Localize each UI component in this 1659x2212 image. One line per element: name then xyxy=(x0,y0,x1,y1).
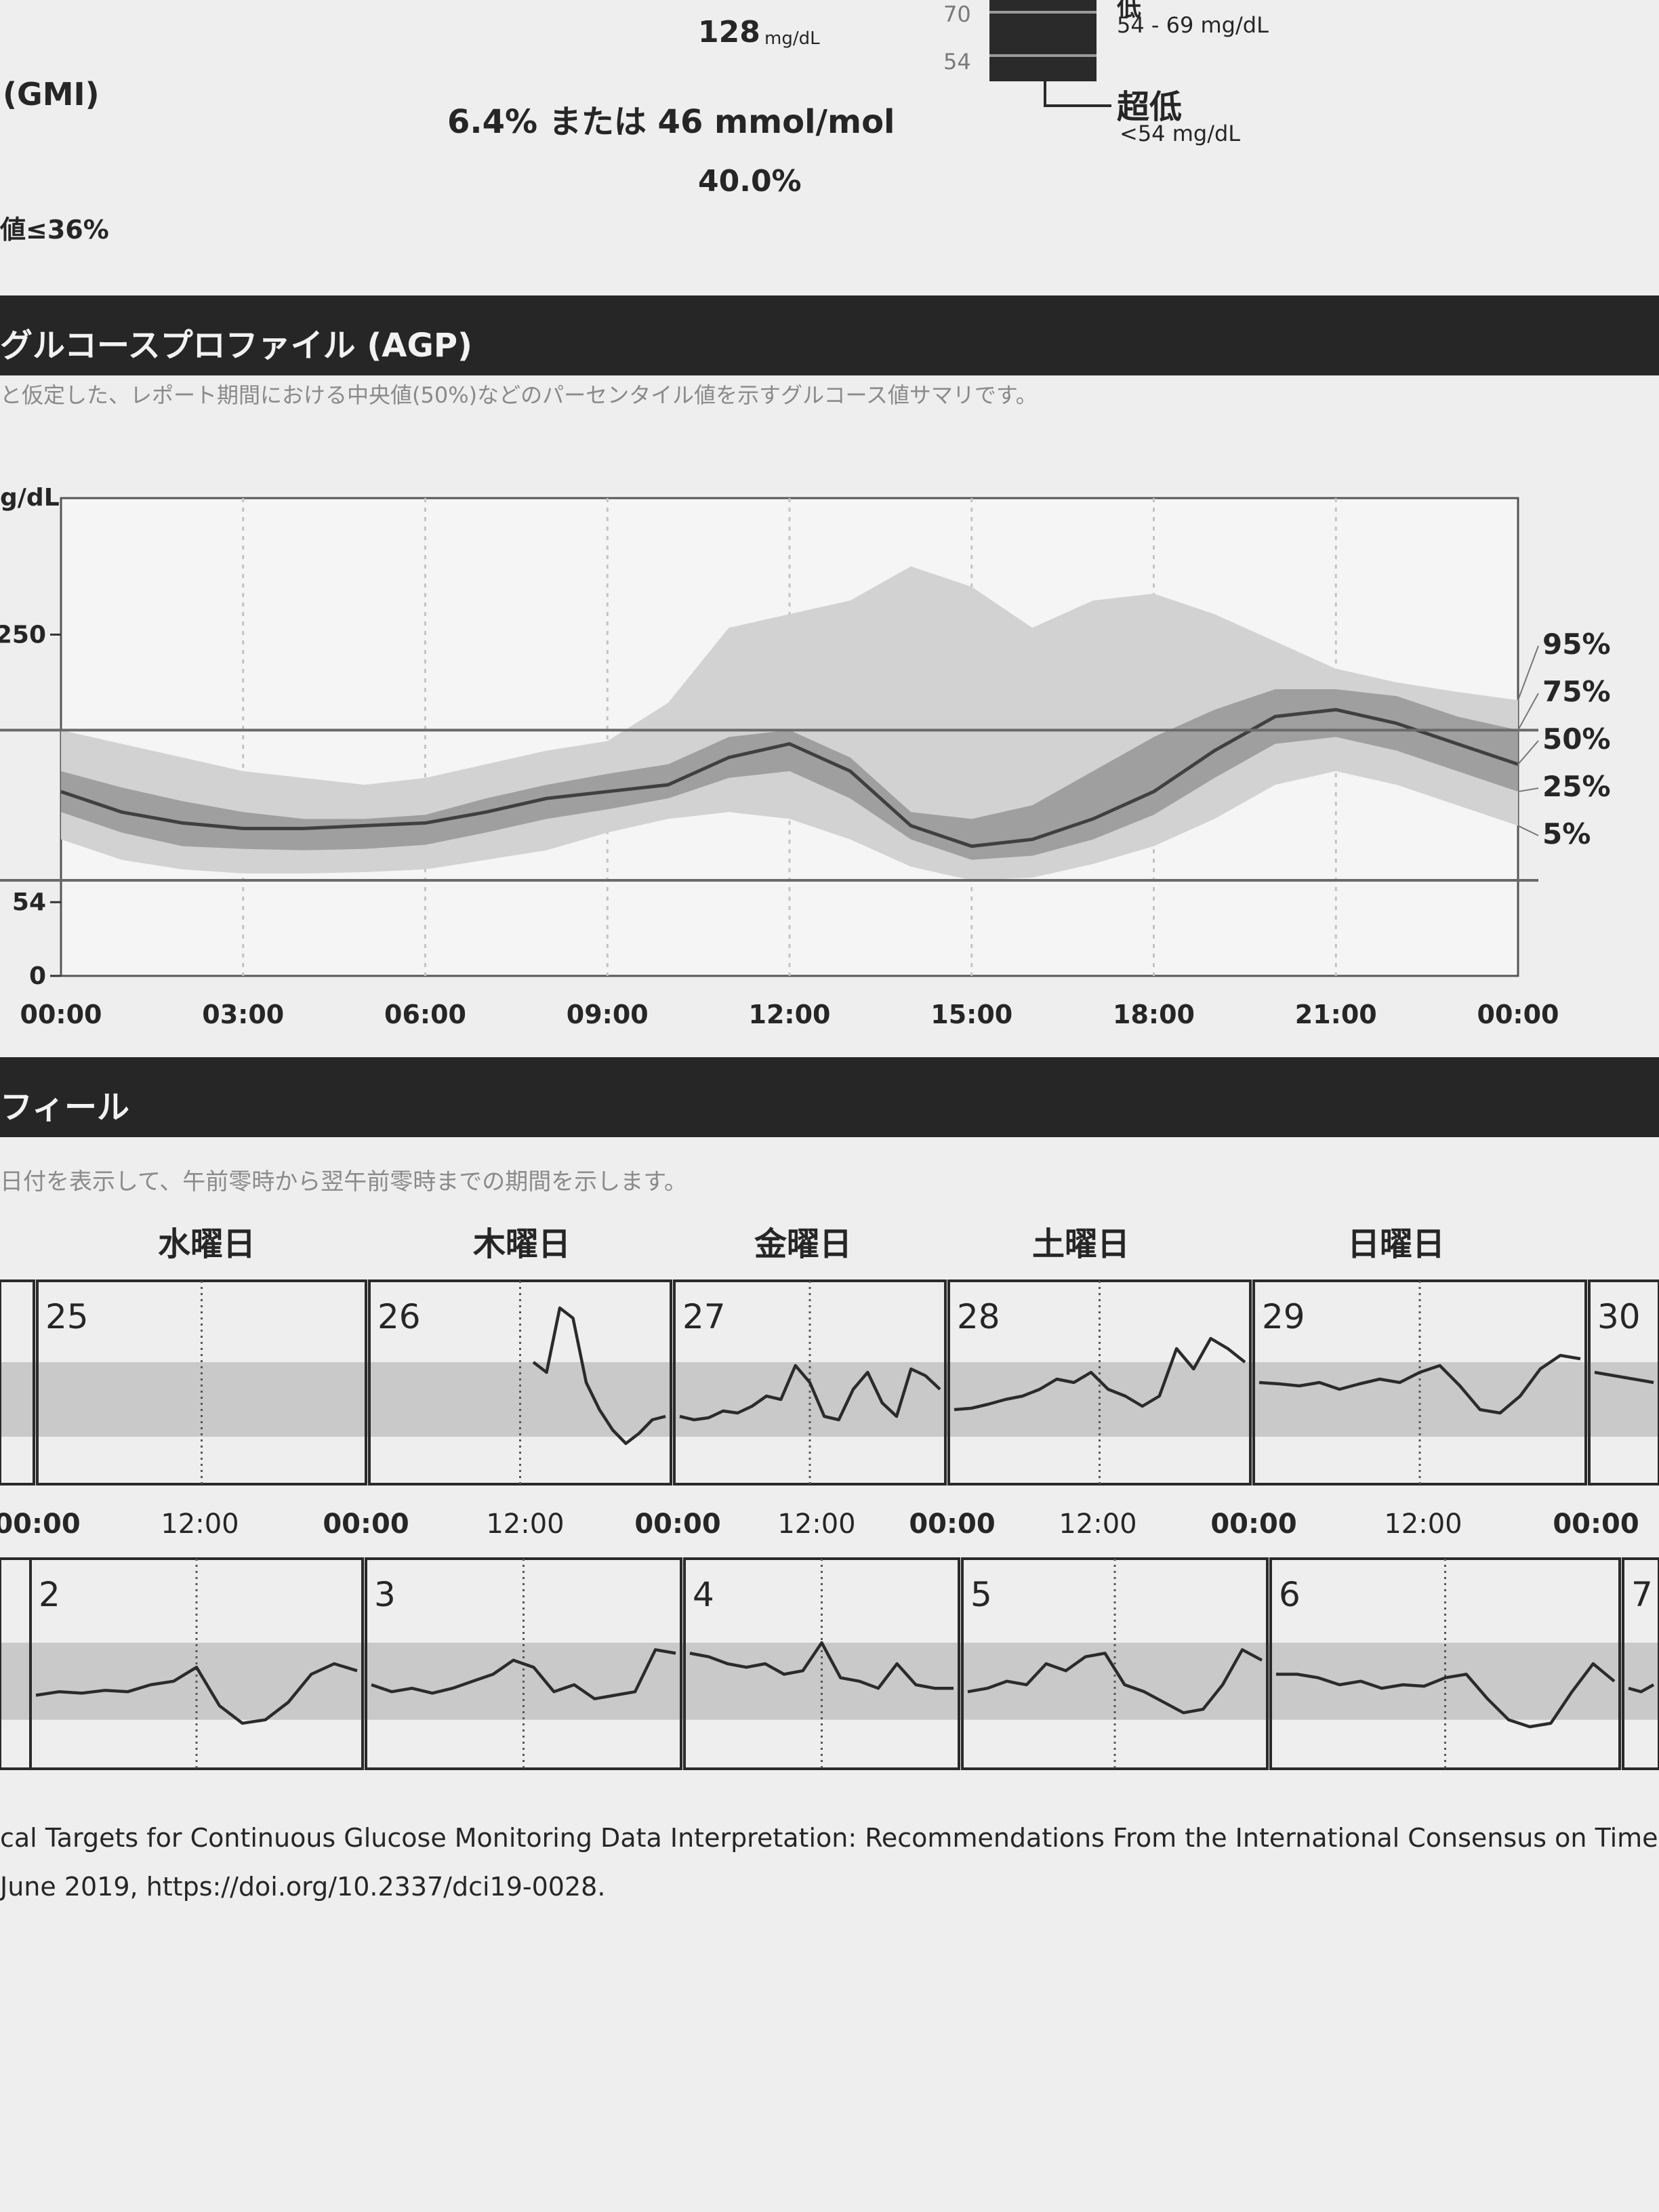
daily-weekday-label: 木曜日 xyxy=(473,1225,571,1263)
daily-glucose-line xyxy=(954,1336,1246,1412)
agp-percentile-label: 5% xyxy=(1542,817,1591,851)
daily-date-label: 3 xyxy=(374,1575,396,1614)
daily-date-label: 5 xyxy=(970,1575,992,1614)
tir-divider xyxy=(989,11,1097,14)
tir-low-bar xyxy=(989,0,1097,81)
daily-glucose-line xyxy=(967,1648,1263,1715)
daily-x-tick-label: 12:00 xyxy=(777,1509,855,1540)
agp-y-tick-label: 54 xyxy=(12,888,46,916)
tir-very-low-range: <54 mg/dL xyxy=(1120,121,1241,146)
cv-target: 値≤36% xyxy=(0,215,109,245)
tir-divider xyxy=(989,54,1097,57)
agp-percentile-leader xyxy=(1517,740,1539,765)
agp-x-tick-label: 06:00 xyxy=(384,1000,466,1029)
daily-x-tick-label: 12:00 xyxy=(161,1509,239,1540)
daily-x-tick-label: 00:00 xyxy=(1210,1509,1296,1540)
tir-tick-54: 54 xyxy=(943,49,971,75)
daily-glucose-line xyxy=(1276,1662,1616,1729)
agp-percentile-label: 95% xyxy=(1542,628,1611,661)
average-glucose-value: 128 xyxy=(698,15,760,49)
agp-percentile-label: 50% xyxy=(1542,722,1611,756)
agp-percentile-label: 25% xyxy=(1542,770,1611,803)
agp-x-tick-label: 18:00 xyxy=(1113,1000,1195,1029)
agp-percentile-leader xyxy=(1517,645,1539,701)
daily-date-label: 28 xyxy=(957,1297,1000,1336)
agp-band-25-75 xyxy=(61,689,1518,860)
agp-x-tick-label: 00:00 xyxy=(20,1000,102,1029)
daily-glucose-line xyxy=(1258,1353,1581,1415)
agp-median-line xyxy=(60,708,1519,848)
agp-percentile-leader xyxy=(1517,825,1539,836)
daily-section-header: フィール xyxy=(0,1057,1659,1137)
daily-date-label: 26 xyxy=(377,1297,421,1336)
daily-glucose-line xyxy=(1628,1683,1655,1694)
agp-percentile-leader xyxy=(1517,693,1539,731)
daily-x-tick-label: 00:00 xyxy=(0,1509,81,1540)
agp-section-header: グルコースプロファイル (AGP) xyxy=(0,295,1659,375)
daily-weekday-label: 土曜日 xyxy=(1032,1225,1130,1263)
tir-low-title: 低 xyxy=(1117,0,1142,22)
daily-x-tick-label: 12:00 xyxy=(486,1509,564,1540)
tir-low-range: 54 - 69 mg/dL xyxy=(1117,12,1269,38)
daily-glucose-line xyxy=(35,1662,358,1725)
daily-date-label: 4 xyxy=(693,1575,714,1614)
tir-connector xyxy=(1044,81,1046,107)
agp-y-tick-label: 250 xyxy=(0,621,46,649)
daily-weekday-label: 水曜日 xyxy=(158,1225,255,1263)
daily-header-title: フィール xyxy=(0,1088,130,1126)
tir-tick-70: 70 xyxy=(943,1,971,27)
daily-glucose-line xyxy=(371,1648,676,1700)
footer-reference-line1: cal Targets for Continuous Glucose Monit… xyxy=(0,1823,1659,1853)
daily-x-tick-label: 00:00 xyxy=(1553,1509,1639,1540)
daily-day-box xyxy=(0,1279,35,1486)
agp-percentile-leader xyxy=(1517,787,1539,793)
daily-date-label: 27 xyxy=(682,1297,726,1336)
agp-x-tick-label: 00:00 xyxy=(1477,1000,1559,1029)
agp-y-tick-label: 0 xyxy=(29,962,46,990)
daily-glucose-line xyxy=(689,1641,954,1690)
daily-x-tick-label: 12:00 xyxy=(1059,1509,1136,1540)
daily-date-label: 29 xyxy=(1262,1297,1305,1336)
daily-description: 日付を表示して、午前零時から翌午前零時までの期間を示します。 xyxy=(0,1168,687,1195)
agp-x-tick-label: 21:00 xyxy=(1295,1000,1377,1029)
daily-x-tick-label: 00:00 xyxy=(909,1509,995,1540)
tir-connector xyxy=(1044,104,1111,107)
agp-x-tick-label: 09:00 xyxy=(567,1000,649,1029)
daily-weekday-label: 金曜日 xyxy=(754,1225,852,1263)
daily-date-label: 2 xyxy=(39,1575,60,1614)
agp-chart: 250 54 0 00:00 03:00 06:00 09:00 12:00 15:00 18:0… xyxy=(0,497,1611,1029)
tir-very-low-title: 超低 xyxy=(1117,88,1183,126)
cv-value: 40.0% xyxy=(698,164,802,199)
daily-target-band xyxy=(0,1362,1659,1437)
daily-weekday-label: 日曜日 xyxy=(1347,1225,1445,1263)
daily-x-tick-label: 12:00 xyxy=(1384,1509,1462,1540)
agp-description: と仮定した、レポート期間における中央値(50%)などのパーセンタイル値を示すグル… xyxy=(0,382,1038,408)
gmi-value: 6.4% または 46 mmol/mol xyxy=(447,103,895,141)
agp-percentile-label: 75% xyxy=(1542,675,1611,708)
daily-date-label: 7 xyxy=(1631,1575,1653,1614)
agp-x-tick-label: 15:00 xyxy=(930,1000,1012,1029)
agp-y-unit: g/dL xyxy=(0,484,60,512)
daily-day-box xyxy=(1622,1557,1659,1770)
daily-day-box xyxy=(1588,1279,1659,1486)
daily-x-tick-label: 00:00 xyxy=(634,1509,720,1540)
daily-glucose-line xyxy=(679,1364,941,1422)
daily-x-tick-label: 00:00 xyxy=(323,1509,409,1540)
daily-date-label: 25 xyxy=(45,1297,89,1336)
daily-glucose-line xyxy=(1594,1370,1654,1385)
daily-glucose-line xyxy=(532,1306,666,1446)
agp-x-tick-label: 03:00 xyxy=(202,1000,284,1029)
gmi-label: (GMI) xyxy=(3,76,100,112)
agp-x-tick-label: 12:00 xyxy=(749,1000,831,1029)
average-glucose-unit: mg/dL xyxy=(764,28,820,49)
daily-date-label: 30 xyxy=(1597,1297,1641,1336)
daily-date-label: 6 xyxy=(1279,1575,1300,1614)
agp-header-title: グルコースプロファイル (AGP) xyxy=(0,327,472,365)
footer-reference-line2: June 2019, https://doi.org/10.2337/dci19… xyxy=(0,1872,606,1902)
